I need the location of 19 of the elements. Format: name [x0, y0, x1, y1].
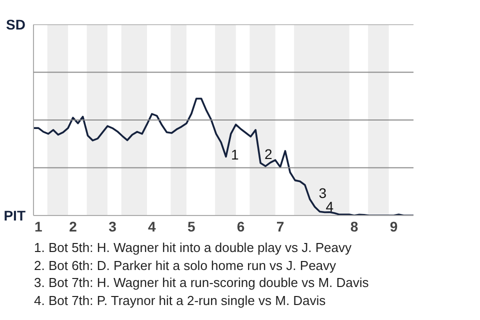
text: PIT — [4, 208, 26, 224]
annotation: 4 — [326, 198, 334, 215]
text: 4. Bot 7th: P. Traynor hit a 2-run single vs M. Davis — [34, 292, 326, 308]
text: SD — [6, 16, 26, 32]
x-tick-label: 6 — [236, 218, 245, 234]
text: 1. Bot 5th: H. Wagner hit into a double play vs J. Peavy — [34, 240, 352, 255]
x-tick-label: 4 — [148, 218, 156, 234]
annotation: 2 — [264, 146, 273, 162]
annotation: 3 — [318, 184, 327, 201]
x-tick-label: 7 — [276, 218, 284, 234]
text: 3. Bot 7th: H. Wagner hit a run-scoring double vs M. Davis — [34, 275, 369, 290]
x-tick-label: 2 — [69, 218, 78, 234]
annotation: 1 — [230, 146, 239, 163]
x-tick-label: 8 — [350, 218, 358, 234]
x-tick-label: 1 — [34, 218, 43, 234]
x-tick-label: 5 — [188, 218, 196, 234]
text: 2. Bot 6th: D. Parker hit a solo home run vs J. Peavy — [34, 258, 336, 272]
x-tick-label: 3 — [108, 218, 117, 234]
x-tick-label: 9 — [390, 218, 398, 234]
